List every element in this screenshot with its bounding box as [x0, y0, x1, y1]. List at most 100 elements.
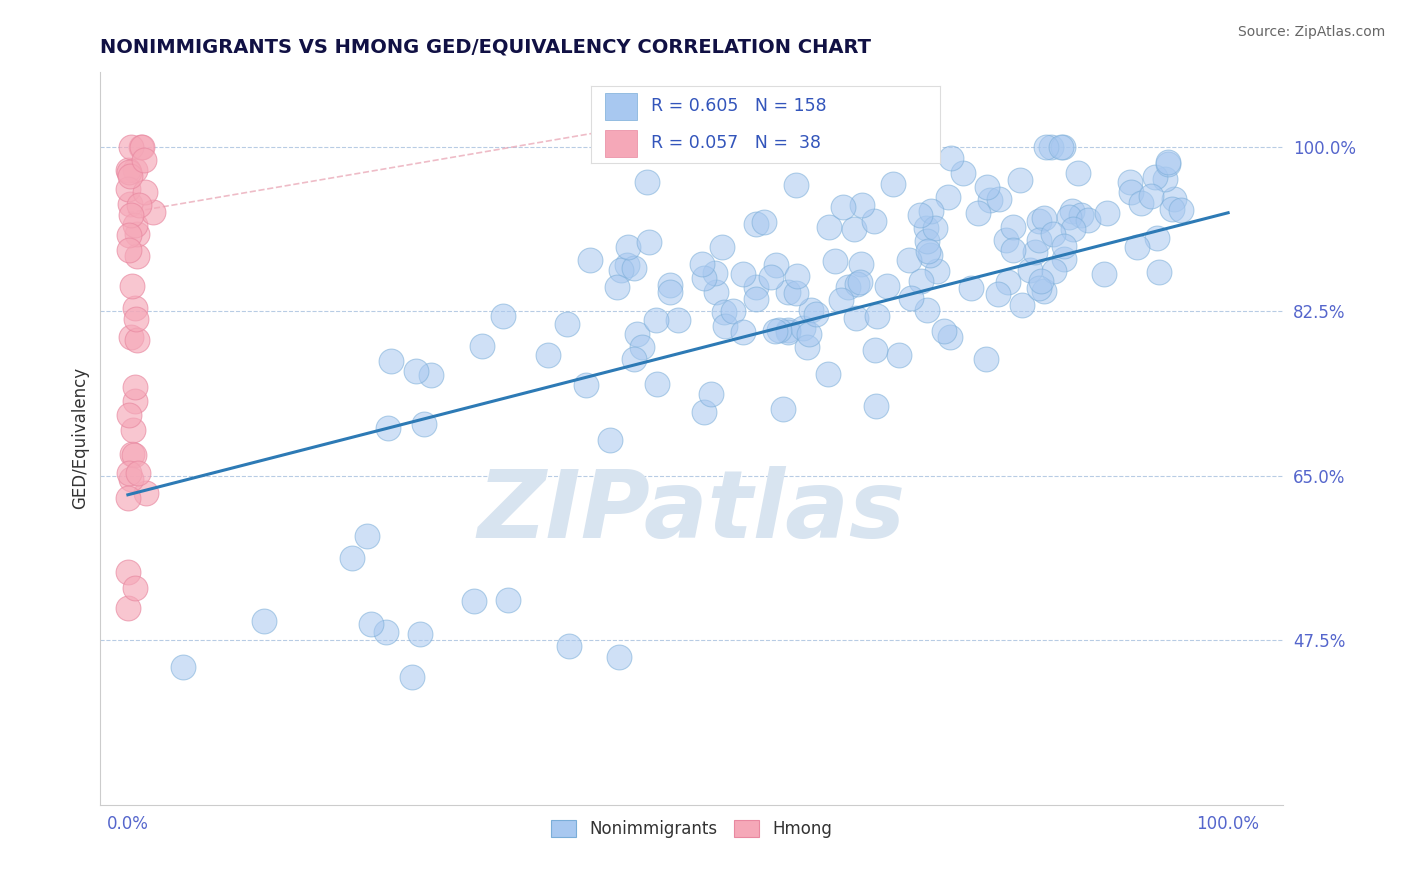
- Point: [745, 217, 768, 231]
- Point: [645, 376, 668, 391]
- Point: [607, 649, 630, 664]
- Point: [1052, 238, 1074, 252]
- Point: [845, 277, 868, 292]
- Point: [1146, 231, 1168, 245]
- Point: [118, 165, 141, 179]
- Point: [693, 271, 716, 285]
- Point: [1119, 185, 1142, 199]
- Point: [124, 218, 146, 232]
- Point: [638, 235, 661, 250]
- Point: [380, 354, 402, 368]
- Point: [606, 279, 628, 293]
- Point: [610, 263, 633, 277]
- Point: [1029, 275, 1052, 289]
- Point: [997, 275, 1019, 289]
- Point: [804, 307, 827, 321]
- Point: [375, 625, 398, 640]
- Point: [1032, 211, 1054, 226]
- Point: [865, 399, 887, 413]
- Point: [617, 240, 640, 254]
- Point: [772, 401, 794, 416]
- Point: [401, 670, 423, 684]
- Point: [340, 550, 363, 565]
- Point: [127, 249, 149, 263]
- Point: [910, 208, 932, 222]
- Point: [1163, 193, 1185, 207]
- Point: [731, 267, 754, 281]
- Point: [1139, 188, 1161, 202]
- Point: [120, 330, 142, 344]
- Point: [124, 380, 146, 394]
- Point: [172, 659, 194, 673]
- Point: [761, 269, 783, 284]
- Point: [866, 309, 889, 323]
- Point: [1052, 140, 1074, 154]
- Point: [124, 163, 146, 178]
- Point: [849, 257, 872, 271]
- Point: [253, 614, 276, 628]
- Point: [768, 323, 790, 337]
- Point: [117, 182, 139, 196]
- Point: [744, 293, 766, 307]
- Point: [1130, 196, 1153, 211]
- Point: [785, 178, 807, 193]
- Point: [900, 291, 922, 305]
- Point: [120, 140, 142, 154]
- Legend: Nonimmigrants, Hmong: Nonimmigrants, Hmong: [544, 813, 839, 845]
- Point: [914, 221, 936, 235]
- Point: [557, 639, 579, 653]
- Point: [1002, 220, 1025, 235]
- Point: [623, 352, 645, 367]
- Point: [131, 140, 153, 154]
- Point: [713, 304, 735, 318]
- Point: [932, 324, 955, 338]
- Point: [918, 248, 941, 262]
- Point: [1095, 206, 1118, 220]
- Point: [925, 264, 948, 278]
- Point: [128, 198, 150, 212]
- Point: [117, 491, 139, 506]
- Point: [135, 486, 157, 500]
- Point: [939, 151, 962, 165]
- Point: [1028, 233, 1050, 247]
- Point: [1062, 222, 1084, 236]
- Point: [578, 253, 600, 268]
- Point: [134, 186, 156, 200]
- Point: [118, 243, 141, 257]
- Point: [703, 267, 725, 281]
- Point: [1028, 214, 1050, 228]
- Point: [644, 312, 666, 326]
- Point: [413, 417, 436, 432]
- Point: [125, 227, 148, 241]
- Point: [797, 326, 820, 341]
- Point: [778, 323, 800, 337]
- Point: [1149, 265, 1171, 279]
- Point: [377, 421, 399, 435]
- Point: [1067, 166, 1090, 180]
- Point: [1160, 202, 1182, 217]
- Point: [1144, 169, 1167, 184]
- Point: [690, 257, 713, 271]
- Point: [711, 240, 734, 254]
- Point: [122, 448, 145, 462]
- Point: [924, 220, 946, 235]
- Point: [360, 616, 382, 631]
- Point: [623, 260, 645, 275]
- Point: [731, 325, 754, 339]
- Point: [1033, 284, 1056, 298]
- Point: [659, 277, 682, 292]
- Point: [917, 244, 939, 258]
- Point: [1057, 210, 1080, 224]
- Point: [1126, 240, 1149, 254]
- Point: [124, 581, 146, 595]
- Point: [659, 285, 682, 299]
- Point: [796, 340, 818, 354]
- Point: [800, 302, 823, 317]
- Point: [910, 274, 932, 288]
- Point: [915, 303, 938, 318]
- Point: [776, 325, 799, 339]
- Point: [405, 364, 427, 378]
- Point: [1092, 267, 1115, 281]
- Point: [1042, 227, 1064, 242]
- Point: [713, 318, 735, 333]
